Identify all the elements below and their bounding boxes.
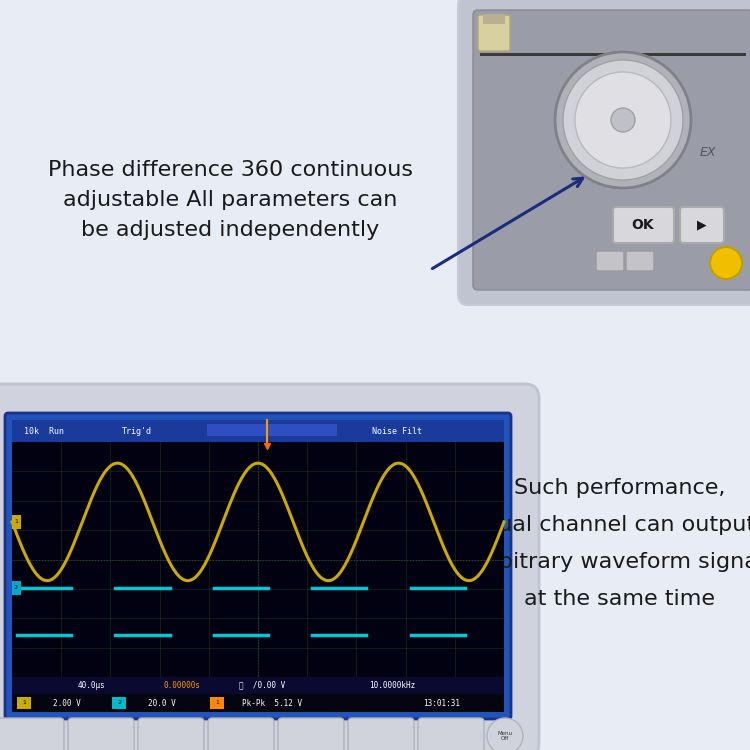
Bar (12, 677, 504, 694)
Circle shape (575, 72, 671, 168)
Bar (12, 420, 504, 712)
Text: 20.0 V: 20.0 V (148, 698, 176, 707)
Text: 10.0000kHz: 10.0000kHz (369, 680, 416, 689)
FancyBboxPatch shape (613, 207, 674, 243)
Circle shape (487, 718, 523, 750)
FancyBboxPatch shape (208, 718, 274, 750)
Circle shape (563, 60, 683, 180)
FancyBboxPatch shape (0, 384, 539, 750)
Text: Phase difference 360 continuous: Phase difference 360 continuous (47, 160, 413, 180)
FancyBboxPatch shape (138, 718, 204, 750)
Text: 40.0μs: 40.0μs (78, 680, 106, 689)
Text: Pk-Pk  5.12 V: Pk-Pk 5.12 V (242, 698, 302, 707)
Bar (210, 697, 224, 709)
Bar (207, 424, 337, 436)
Text: 1: 1 (14, 520, 18, 524)
Circle shape (555, 52, 691, 188)
FancyBboxPatch shape (5, 413, 511, 719)
Text: arbitrary waveform signal: arbitrary waveform signal (476, 552, 750, 572)
FancyBboxPatch shape (458, 0, 750, 305)
Bar (12, 420, 504, 442)
FancyBboxPatch shape (348, 718, 414, 750)
Bar (480, 53, 746, 56)
Text: 13:01:31: 13:01:31 (424, 698, 460, 707)
Text: 0.00000s: 0.00000s (164, 680, 200, 689)
FancyBboxPatch shape (626, 251, 654, 271)
Text: at the same time: at the same time (524, 589, 716, 609)
Bar (12, 580, 21, 595)
FancyBboxPatch shape (483, 14, 505, 24)
Text: adjustable All parameters can: adjustable All parameters can (63, 190, 398, 210)
Text: OK: OK (632, 218, 654, 232)
FancyBboxPatch shape (596, 251, 624, 271)
Text: 2.00 V: 2.00 V (53, 698, 81, 707)
Bar (17, 697, 31, 709)
Text: 10k  Run: 10k Run (24, 427, 64, 436)
Text: EX: EX (700, 146, 716, 160)
Text: be adjusted independently: be adjusted independently (81, 220, 379, 240)
Text: 1: 1 (22, 700, 26, 706)
FancyBboxPatch shape (418, 718, 484, 750)
Text: Trig'd: Trig'd (122, 427, 152, 436)
Text: ①  /0.00 V: ① /0.00 V (238, 680, 285, 689)
Text: Noise Filt: Noise Filt (372, 427, 422, 436)
Text: Such performance,: Such performance, (514, 478, 726, 498)
FancyBboxPatch shape (278, 718, 344, 750)
Circle shape (611, 108, 635, 132)
Text: Menu
Off: Menu Off (497, 730, 512, 742)
Text: dual channel can output: dual channel can output (484, 515, 750, 535)
FancyBboxPatch shape (478, 15, 510, 51)
Text: 2: 2 (117, 700, 121, 706)
Text: ▶: ▶ (698, 218, 706, 232)
FancyBboxPatch shape (0, 718, 64, 750)
Bar (112, 697, 126, 709)
Bar (12, 515, 21, 529)
Text: 1: 1 (215, 700, 219, 706)
FancyBboxPatch shape (473, 10, 750, 290)
FancyBboxPatch shape (680, 207, 724, 243)
Circle shape (710, 247, 742, 279)
Text: 2: 2 (14, 585, 18, 590)
FancyBboxPatch shape (68, 718, 134, 750)
Bar (12, 694, 504, 712)
